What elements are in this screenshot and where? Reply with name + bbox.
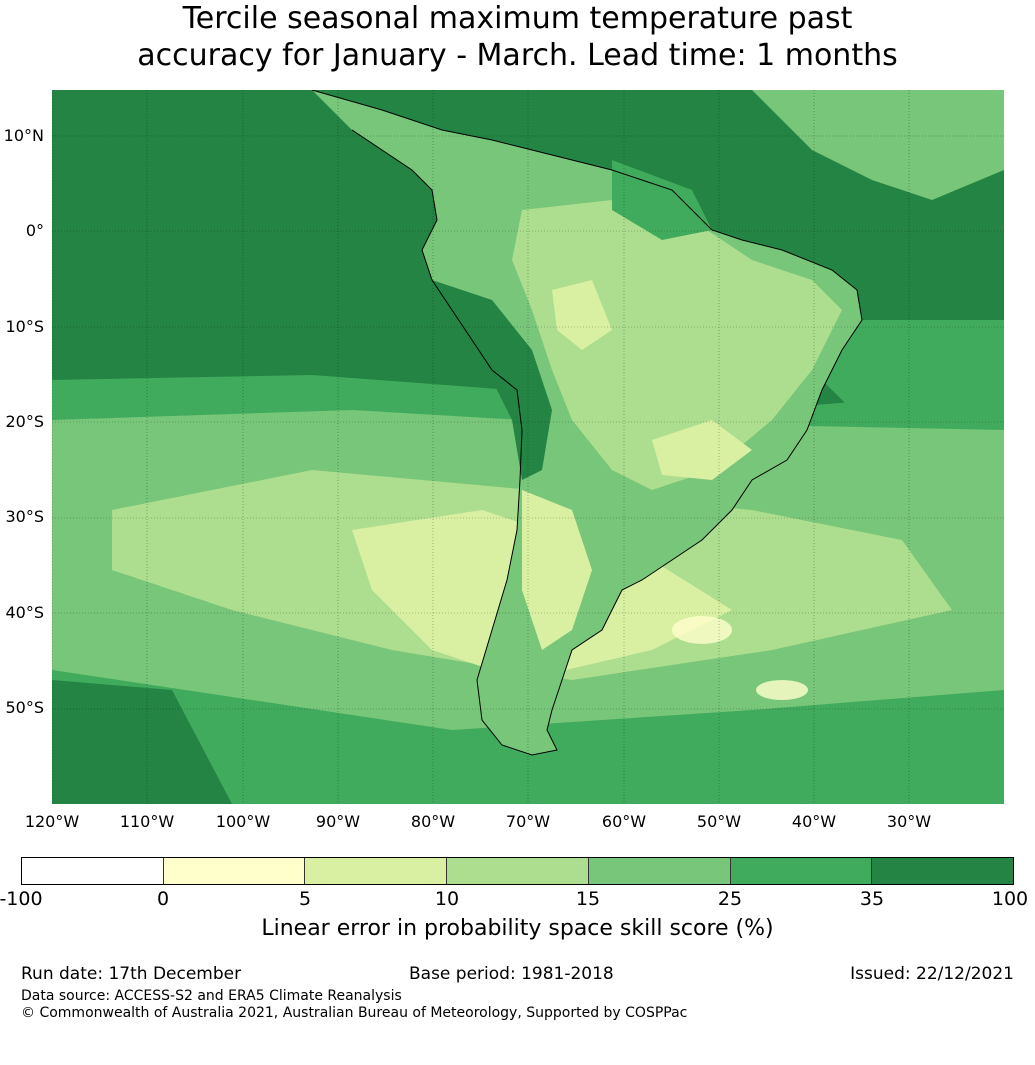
- lon-label-80w: 80°W: [410, 812, 456, 831]
- land-skill-pale: [652, 420, 752, 480]
- title-line-1: Tercile seasonal maximum temperature pas…: [182, 1, 853, 36]
- lon-label-90w: 90°W: [315, 812, 361, 831]
- skill-band-dark-southeast: [882, 690, 1004, 804]
- lon-label-60w: 60°W: [601, 812, 647, 831]
- skill-band-atlantic: [812, 320, 1004, 410]
- colorbar-tick: 5: [298, 888, 312, 910]
- lon-label-100w: 100°W: [215, 812, 271, 831]
- land-skill-mid: [612, 160, 712, 240]
- colorbar-tick: 10: [434, 888, 460, 910]
- colorbar-tick: 0: [156, 888, 170, 910]
- copyright: © Commonwealth of Australia 2021, Austra…: [21, 1005, 688, 1021]
- lon-label-120w: 120°W: [24, 812, 80, 831]
- colorbar-tick: 15: [575, 888, 601, 910]
- colorbar-segment: [447, 858, 589, 884]
- colorbar-tick: 35: [859, 888, 885, 910]
- lat-label-50s: 50°S: [5, 698, 44, 717]
- title-line-2: accuracy for January - March. Lead time:…: [137, 38, 898, 73]
- lon-label-30w: 30°W: [886, 812, 932, 831]
- colorbar-tick: 100: [991, 888, 1029, 910]
- colorbar-segment: [305, 858, 448, 884]
- data-source: Data source: ACCESS-S2 and ERA5 Climate …: [21, 988, 402, 1004]
- colorbar-tick: -100: [0, 888, 43, 910]
- colorbar-segment: [588, 858, 731, 884]
- land-skill-pale: [552, 280, 612, 350]
- lat-label-0: 0°: [25, 221, 44, 240]
- skill-band-dark-southwest: [52, 680, 232, 804]
- lat-label-30s: 30°S: [5, 507, 44, 526]
- colorbar-label: Linear error in probability space skill …: [261, 916, 774, 941]
- land-skill-light: [512, 200, 842, 490]
- lat-label-40s: 40°S: [5, 603, 44, 622]
- lon-label-110w: 110°W: [119, 812, 175, 831]
- lat-label-20s: 20°S: [5, 412, 44, 431]
- colorbar: [21, 857, 1014, 885]
- colorbar-tick: 25: [717, 888, 743, 910]
- map-title: Tercile seasonal maximum temperature pas…: [0, 0, 1035, 74]
- lat-label-10s: 10°S: [5, 317, 44, 336]
- skill-score-map: [52, 90, 1004, 804]
- graticule: [52, 90, 1004, 804]
- skill-band-atlantic: [752, 90, 1004, 200]
- skill-patch-palest: [672, 616, 732, 644]
- lat-label-10n: 10°N: [3, 126, 44, 145]
- lon-label-70w: 70°W: [505, 812, 551, 831]
- skill-patch-palest: [756, 680, 808, 700]
- land-skill-pale: [522, 490, 592, 650]
- colorbar-segment: [22, 858, 164, 884]
- run-date: Run date: 17th December: [21, 964, 242, 984]
- colorbar-segment: [730, 858, 873, 884]
- coastline: [311, 90, 863, 756]
- colorbar-segment: [872, 858, 1014, 884]
- colorbar-segment: [163, 858, 306, 884]
- lon-label-40w: 40°W: [791, 812, 837, 831]
- lon-label-50w: 50°W: [696, 812, 742, 831]
- issued-date: Issued: 22/12/2021: [850, 964, 1014, 984]
- base-period: Base period: 1981-2018: [409, 964, 614, 984]
